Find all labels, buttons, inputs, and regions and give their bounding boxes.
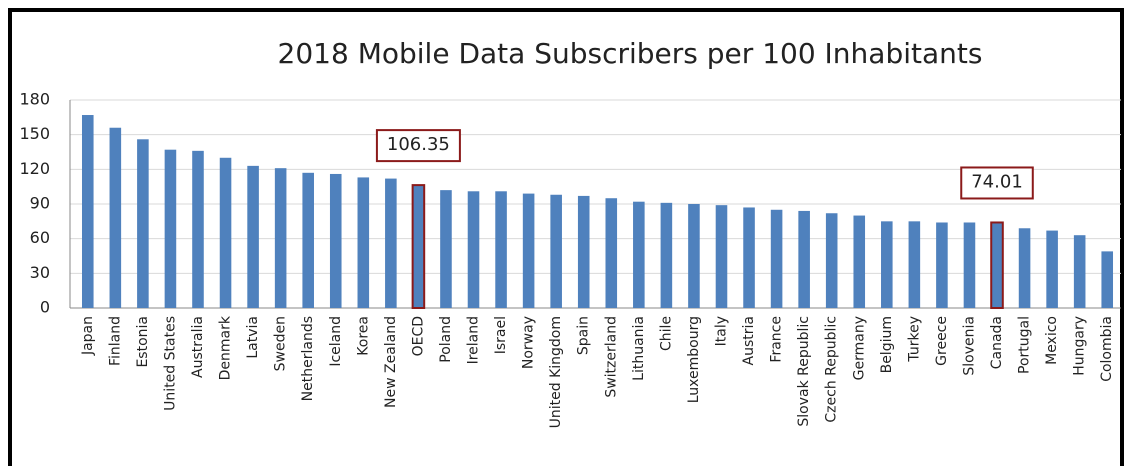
bar — [440, 190, 452, 308]
y-tick-label: 120 — [19, 159, 50, 178]
x-tick-label: Finland — [107, 316, 123, 366]
x-tick-label: Czech Republic — [824, 316, 840, 423]
x-tick-label: Netherlands — [300, 316, 316, 401]
x-tick-label: Iceland — [328, 316, 344, 367]
x-tick-label: Germany — [851, 316, 867, 380]
x-tick-label: Hungary — [1072, 316, 1088, 376]
x-tick-label: Colombia — [1099, 316, 1115, 382]
x-tick-label: Belgium — [879, 316, 895, 373]
x-tick-label: Austria — [741, 316, 757, 365]
x-tick-label: Latvia — [245, 316, 261, 359]
x-tick-label: Slovak Republic — [796, 316, 812, 427]
bar — [274, 168, 287, 308]
x-tick-label: Norway — [521, 316, 537, 369]
bar — [495, 191, 507, 308]
bar — [109, 127, 122, 308]
annotation-box — [960, 166, 1034, 200]
bar — [1101, 251, 1114, 308]
bar — [963, 222, 976, 308]
x-tick-label: Turkey — [906, 316, 922, 363]
x-tick-label: United States — [162, 316, 178, 411]
x-tick-label: Chile — [658, 316, 674, 351]
bar — [990, 221, 1004, 310]
x-tick-label: New Zealand — [383, 316, 399, 408]
x-tick-label: Poland — [438, 316, 454, 363]
x-tick-label: Spain — [576, 316, 592, 355]
x-tick-label: Sweden — [273, 316, 289, 371]
x-tick-label: Israel — [493, 316, 509, 354]
x-tick-label: Estonia — [135, 316, 151, 368]
bar — [908, 221, 921, 308]
bar — [164, 149, 177, 308]
y-tick-label: 150 — [19, 124, 50, 143]
bar — [1073, 235, 1086, 308]
chart-title: 2018 Mobile Data Subscribers per 100 Inh… — [278, 37, 983, 70]
x-tick-label: Lithuania — [631, 316, 647, 381]
bar — [825, 213, 838, 308]
x-tick-label: Mexico — [1044, 316, 1060, 365]
bar — [329, 173, 342, 308]
bar — [357, 177, 370, 308]
bar — [1046, 230, 1058, 308]
bar — [798, 210, 810, 308]
x-tick-label: Japan — [80, 316, 96, 356]
y-tick-label: 30 — [30, 263, 50, 282]
y-tick-label: 60 — [30, 228, 50, 247]
y-tick-label: 90 — [30, 194, 50, 213]
annotation-label: 74.01 — [971, 171, 1023, 192]
bar — [1018, 228, 1031, 308]
y-tick-label: 0 — [40, 298, 50, 317]
bar — [411, 184, 426, 310]
bar — [770, 209, 783, 308]
y-tick-label: 180 — [19, 90, 50, 109]
bar — [633, 201, 645, 308]
x-tick-label: Korea — [355, 316, 371, 356]
annotation-label: 106.35 — [387, 134, 450, 155]
bar — [219, 157, 232, 308]
x-tick-label: OECD — [410, 316, 426, 356]
bar — [522, 193, 535, 308]
bar — [192, 150, 204, 308]
bar — [936, 222, 948, 308]
x-tick-label: Portugal — [1017, 316, 1033, 374]
bar — [302, 172, 314, 308]
bar — [81, 115, 94, 309]
bar — [247, 165, 259, 308]
bar — [385, 178, 397, 308]
bar — [467, 191, 480, 308]
x-tick-label: United Kingdom — [548, 316, 564, 428]
x-tick-label: Australia — [190, 316, 206, 378]
bar — [660, 202, 673, 308]
bar — [550, 194, 562, 308]
bar — [743, 207, 755, 308]
bar — [605, 198, 618, 308]
bar — [853, 215, 866, 308]
x-tick-label: Canada — [989, 316, 1005, 369]
x-tick-label: Switzerland — [603, 316, 619, 398]
x-tick-label: Luxembourg — [686, 316, 702, 403]
bar — [577, 195, 590, 308]
x-tick-label: France — [769, 316, 785, 363]
frame — [8, 8, 1124, 466]
bar — [137, 139, 149, 308]
bar — [881, 221, 893, 308]
annotation-box — [375, 129, 461, 163]
x-tick-label: Denmark — [218, 315, 234, 380]
x-tick-label: Italy — [713, 316, 729, 346]
x-tick-label: Greece — [934, 316, 950, 366]
x-tick-label: Slovenia — [961, 316, 977, 376]
x-tick-label: Ireland — [466, 316, 482, 364]
bar — [688, 204, 700, 308]
bar — [715, 205, 728, 308]
